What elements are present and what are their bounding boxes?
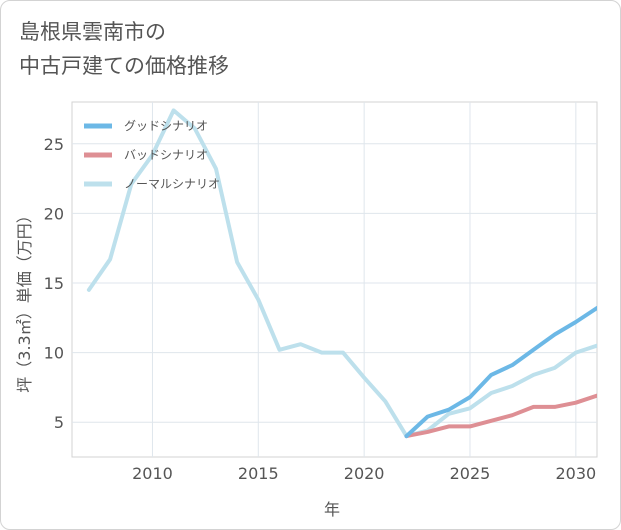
x-tick-labels: 2010 2015 2020 2025 2030: [132, 464, 596, 483]
y-tick-label: 20: [44, 204, 64, 223]
series-layer: [86, 108, 597, 439]
legend-label-1: バッドシナリオ: [124, 148, 208, 162]
y-tick-labels: 5 10 15 20 25: [44, 135, 64, 432]
x-tick-label: 2015: [238, 464, 279, 483]
plot-area: [71, 101, 598, 458]
series-line-0: [404, 306, 597, 439]
y-axis-title: 坪（3.3㎡）単価（万円）: [15, 207, 34, 392]
chart-title: 島根県雲南市の 中古戸建ての価格推移: [19, 15, 229, 83]
chart-title-line1: 島根県雲南市の: [19, 20, 166, 44]
x-tick-label: 2010: [132, 464, 173, 483]
chart-title-line2: 中古戸建ての価格推移: [19, 54, 229, 78]
series-line-1: [404, 393, 597, 439]
x-axis-title: 年: [324, 500, 340, 519]
x-tick-label: 2020: [344, 464, 385, 483]
grid-lines: [72, 102, 597, 457]
y-tick-label: 5: [54, 413, 64, 432]
x-tick-label: 2025: [450, 464, 491, 483]
y-tick-label: 15: [44, 274, 64, 293]
y-tick-label: 10: [44, 344, 64, 363]
legend-label-2: ノーマルシナリオ: [124, 177, 220, 191]
y-tick-label: 25: [44, 135, 64, 154]
legend-label-0: グッドシナリオ: [124, 119, 208, 133]
series-line-2: [86, 108, 597, 439]
x-tick-label: 2030: [555, 464, 596, 483]
